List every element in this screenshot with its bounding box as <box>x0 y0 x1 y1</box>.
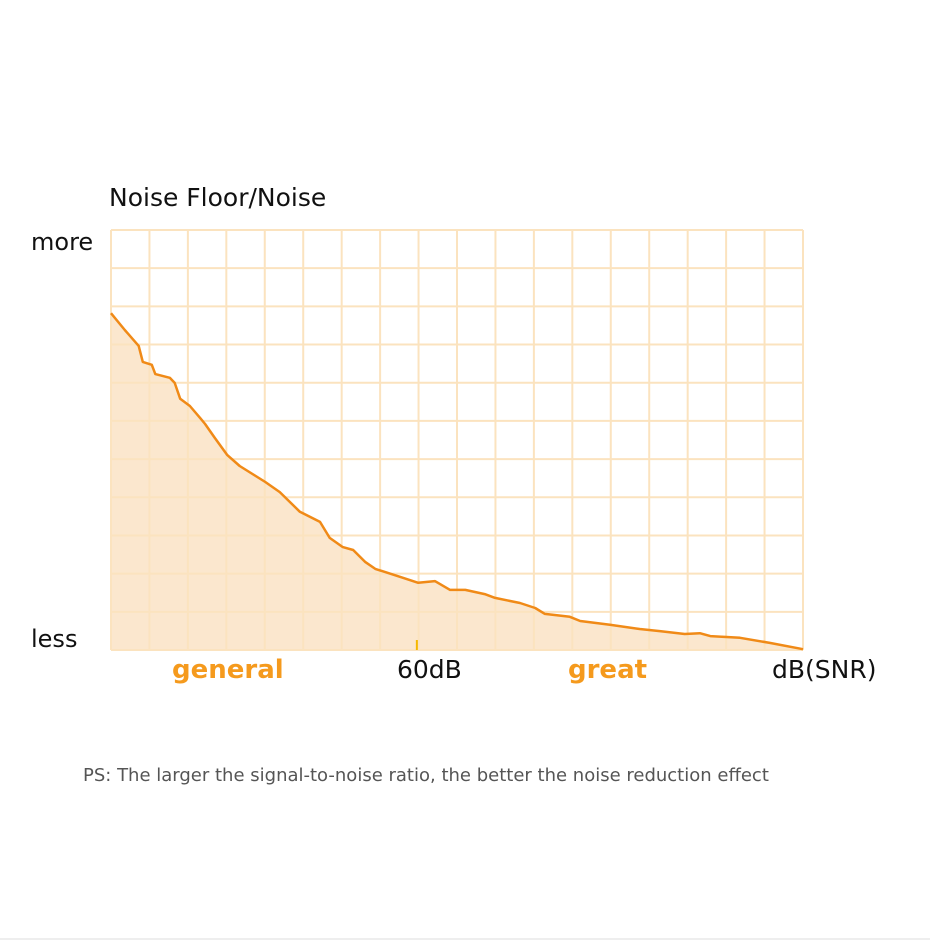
y-axis-bottom-label: less <box>31 625 78 653</box>
x-annotation-60db: 60dB <box>397 655 462 684</box>
x-annotation-great: great <box>568 655 648 685</box>
x-axis-label: dB(SNR) <box>772 655 877 684</box>
area-fill <box>111 313 803 650</box>
x-annotation-general: general <box>172 655 284 685</box>
y-axis-title: Noise Floor/Noise <box>109 183 327 212</box>
noise-curve <box>110 312 804 651</box>
footnote: PS: The larger the signal-to-noise ratio… <box>83 765 769 786</box>
divider <box>0 938 930 940</box>
y-axis-top-label: more <box>31 228 94 256</box>
